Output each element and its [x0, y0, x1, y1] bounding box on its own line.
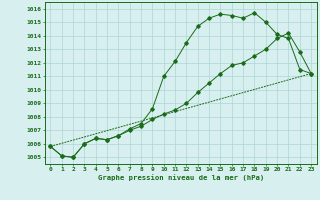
X-axis label: Graphe pression niveau de la mer (hPa): Graphe pression niveau de la mer (hPa) [98, 174, 264, 181]
